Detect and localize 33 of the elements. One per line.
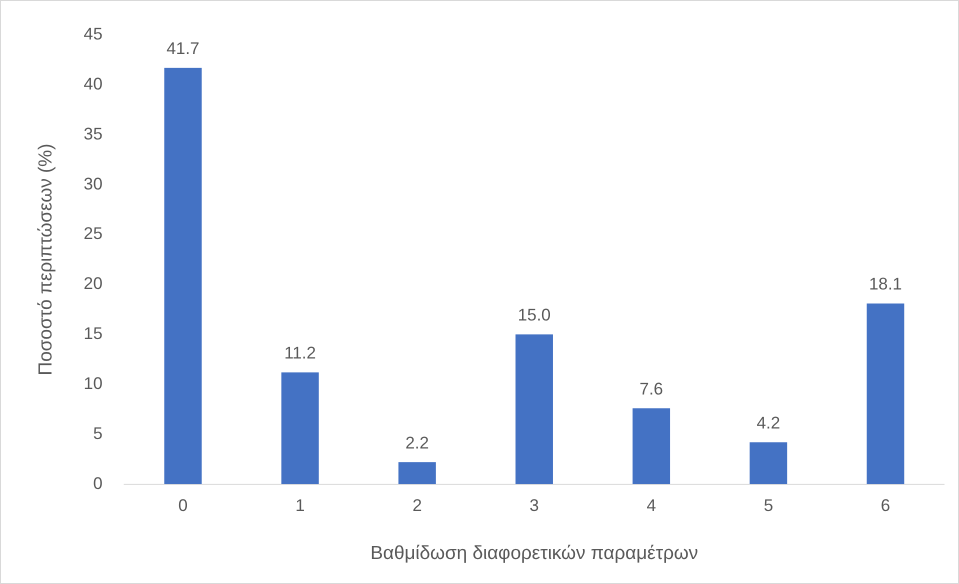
y-tick-label: 10	[84, 374, 102, 393]
bar	[866, 303, 904, 484]
y-tick-label: 30	[84, 174, 102, 194]
bar	[632, 408, 670, 484]
bar	[516, 334, 553, 484]
data-label: 4.2	[756, 413, 780, 432]
y-tick-label: 45	[84, 24, 102, 44]
x-tick-label: 0	[178, 496, 188, 515]
y-tick-label: 15	[84, 324, 102, 344]
x-tick-label: 1	[295, 496, 305, 515]
y-tick-label: 35	[84, 124, 102, 144]
y-tick-label: 25	[84, 224, 102, 244]
y-axis-title: Ποσοστό περιπτώσεων (%)	[36, 144, 57, 376]
data-label: 11.2	[284, 344, 316, 363]
x-axis-title: Βαθμίδωση διαφορετικών παραμέτρων	[370, 542, 698, 564]
bar	[750, 442, 788, 484]
bar	[281, 372, 319, 484]
x-tick-label: 5	[764, 496, 774, 515]
y-tick-label: 0	[93, 474, 102, 493]
data-label: 7.6	[640, 380, 664, 398]
x-tick-label: 4	[646, 496, 656, 515]
x-tick-label: 6	[880, 496, 890, 515]
data-label: 2.2	[405, 433, 429, 452]
data-label: 18.1	[868, 274, 902, 294]
x-tick-label: 3	[530, 496, 539, 515]
y-tick-label: 5	[93, 424, 102, 443]
bar	[164, 68, 202, 484]
y-tick-label: 20	[84, 274, 102, 294]
data-label: 15.0	[518, 306, 551, 325]
y-tick-label: 40	[84, 74, 102, 94]
bar	[398, 462, 436, 484]
data-label: 41.7	[166, 39, 200, 58]
x-tick-label: 2	[412, 496, 422, 515]
